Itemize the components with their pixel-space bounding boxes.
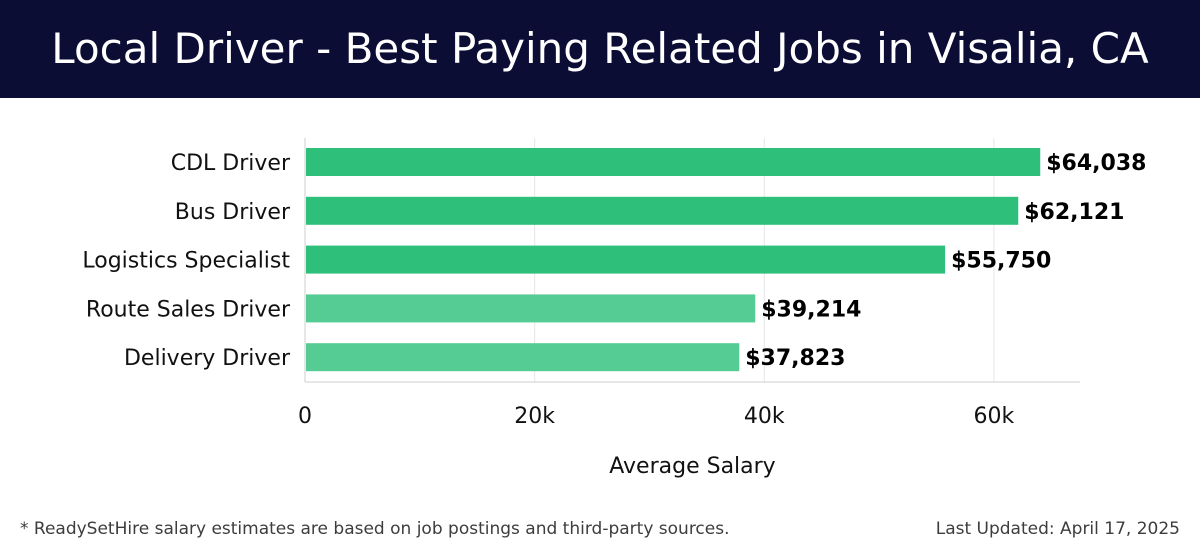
salary-bar-chart: CDL Driver $64,038 Bus Driver $62,121 Logist… xyxy=(82,138,1146,479)
footnote: * ReadySetHire salary estimates are base… xyxy=(20,519,730,539)
chart-title: Local Driver - Best Paying Related Jobs … xyxy=(51,24,1149,73)
bar xyxy=(306,196,1019,225)
data-label: $62,121 xyxy=(1024,200,1124,225)
data-label: $64,038 xyxy=(1046,151,1146,176)
category-label: CDL Driver xyxy=(171,151,291,176)
bar xyxy=(306,294,756,323)
category-label: Bus Driver xyxy=(175,200,291,225)
x-tick-label: 0 xyxy=(298,404,312,429)
data-label: $55,750 xyxy=(951,249,1051,274)
category-label: Delivery Driver xyxy=(124,346,291,371)
category-label: Route Sales Driver xyxy=(86,297,291,322)
bar xyxy=(306,148,1041,176)
data-label: $39,214 xyxy=(761,297,861,322)
chart-header: Local Driver - Best Paying Related Jobs … xyxy=(0,0,1200,98)
bar xyxy=(306,343,740,372)
last-updated: Last Updated: April 17, 2025 xyxy=(935,519,1180,539)
bar xyxy=(306,245,946,274)
x-tick-label: 60k xyxy=(974,404,1015,429)
x-axis-title: Average Salary xyxy=(609,454,775,479)
category-label: Logistics Specialist xyxy=(82,249,290,274)
data-label: $37,823 xyxy=(745,346,845,371)
x-tick-label: 40k xyxy=(744,404,785,429)
x-tick-label: 20k xyxy=(514,404,555,429)
